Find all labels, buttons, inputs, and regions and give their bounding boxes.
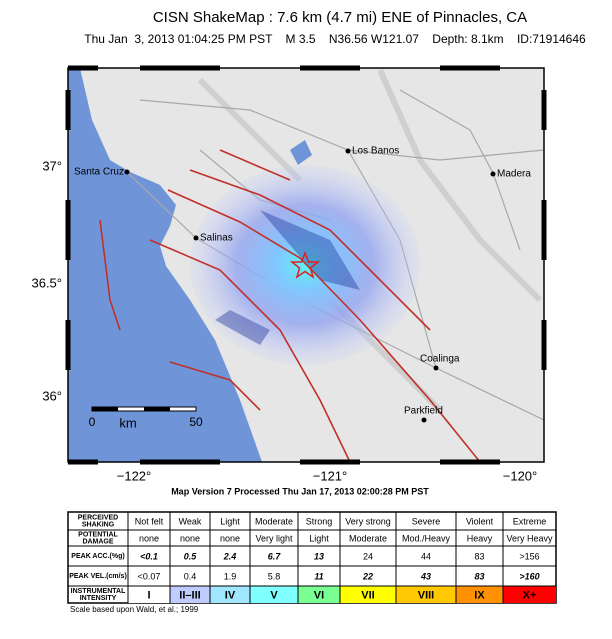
intensity-swatch — [210, 586, 250, 603]
table-cell: 13 — [314, 551, 324, 561]
intensity-swatch — [456, 586, 503, 603]
table-cell: Extreme — [513, 516, 547, 526]
table-cell: 1.9 — [224, 571, 237, 581]
intensity-swatch — [298, 586, 340, 603]
table-cell: VI — [314, 589, 324, 601]
table-cell: 83 — [474, 571, 484, 581]
table-cell: Very light — [255, 533, 293, 543]
city-label: Salinas — [200, 233, 233, 244]
city-label: Parkfield — [404, 406, 443, 417]
title: CISN ShakeMap : 7.6 km (4.7 mi) ENE of P… — [153, 9, 527, 26]
table-cell: Weak — [179, 516, 202, 526]
table-cell: Moderate — [349, 533, 387, 543]
table-cell: none — [139, 533, 159, 543]
table-cell: VIII — [418, 589, 435, 601]
epicenter — [289, 250, 321, 279]
intensity-swatch — [128, 586, 170, 603]
row-header: INSTRUMENTAL — [71, 588, 126, 595]
table-cell: Very Heavy — [506, 533, 553, 543]
table-cell: 2.4 — [223, 551, 237, 561]
table-cell: 83 — [474, 551, 484, 561]
lat-label: 36° — [42, 388, 62, 403]
table-cell: 11 — [314, 571, 323, 581]
table-cell: V — [270, 589, 278, 601]
row-header: POTENTIAL — [78, 531, 118, 538]
table-cell: Heavy — [467, 533, 493, 543]
lon-label: −121° — [313, 468, 347, 483]
lat-label: 36.5° — [31, 275, 62, 290]
table-cell: >156 — [519, 551, 539, 561]
lon-label: −122° — [117, 468, 151, 483]
table-cell: Violent — [466, 516, 494, 526]
city-dot — [193, 235, 199, 241]
city-label: Santa Cruz — [74, 167, 124, 178]
row-header: DAMAGE — [82, 538, 113, 545]
row-header: PEAK VEL.(cm/s) — [69, 573, 127, 580]
city-dot — [490, 171, 496, 177]
row-header: PEAK ACC.(%g) — [71, 553, 124, 560]
table-cell: Severe — [412, 516, 441, 526]
frame-ticks — [65, 65, 547, 465]
scale-unit: km — [119, 415, 136, 430]
table-cell: <0.07 — [138, 571, 161, 581]
table-cell: Strong — [306, 516, 333, 526]
map-version: Map Version 7 Processed Thu Jan 17, 2013… — [171, 486, 429, 496]
city-label: Madera — [497, 169, 531, 180]
table-cell: 6.7 — [268, 551, 282, 561]
shaking-area — [190, 165, 420, 365]
city-label: Coalinga — [420, 354, 460, 365]
scale-label: 0 — [89, 415, 96, 429]
table-cell: none — [180, 533, 200, 543]
city-dot — [345, 148, 351, 154]
city-label: Los Banos — [352, 146, 399, 157]
faults — [99, 149, 481, 462]
table-cell: <0.1 — [140, 551, 158, 561]
row-header: SHAKING — [82, 521, 115, 528]
table-cell: 43 — [420, 571, 431, 581]
city-dot — [433, 365, 439, 371]
table-cell: 5.8 — [268, 571, 281, 581]
table-cell: 0.5 — [184, 551, 198, 561]
credit: Scale based upon Wald, et al.; 1999 — [70, 605, 199, 614]
table-cell: VII — [361, 589, 374, 601]
table-cell: IV — [225, 589, 236, 601]
table-cell: I — [147, 589, 150, 601]
table-cell: II–III — [179, 589, 200, 601]
subtitle: Thu Jan 3, 2013 01:04:25 PM PST M 3.5 N3… — [84, 32, 586, 46]
table-cell: 0.4 — [184, 571, 197, 581]
table-cell: Mod./Heavy — [402, 533, 451, 543]
table-cell: none — [220, 533, 240, 543]
shaking-relief — [215, 210, 360, 345]
intensity-swatch — [250, 586, 298, 603]
intensity-swatch — [170, 586, 210, 603]
intensity-swatch — [340, 586, 396, 603]
table-cell: X+ — [523, 589, 537, 601]
lon-label: −120° — [503, 468, 537, 483]
table-cell: Moderate — [255, 516, 293, 526]
ocean — [68, 68, 262, 462]
reservoir — [290, 140, 312, 165]
table-cell: Light — [220, 516, 240, 526]
scale-bar — [91, 406, 197, 412]
table-cell: >160 — [519, 571, 539, 581]
row-header: INTENSITY — [80, 595, 117, 602]
terrain — [117, 68, 543, 462]
table-cell: 24 — [363, 551, 373, 561]
intensity-swatch — [503, 586, 556, 603]
scale-label: 50 — [189, 415, 203, 429]
table-cell: 44 — [421, 551, 431, 561]
row-header: PERCEIVED — [78, 514, 118, 521]
city-dot — [421, 417, 427, 423]
lat-label: 37° — [42, 158, 62, 173]
map — [68, 68, 544, 462]
table-cell: Very strong — [345, 516, 391, 526]
intensity-swatch — [396, 586, 456, 603]
table-cell: Light — [309, 533, 329, 543]
table-cell: IX — [474, 589, 485, 601]
table-cell: Not felt — [135, 516, 164, 526]
city-dot — [124, 169, 130, 175]
table-cell: 22 — [362, 571, 373, 581]
